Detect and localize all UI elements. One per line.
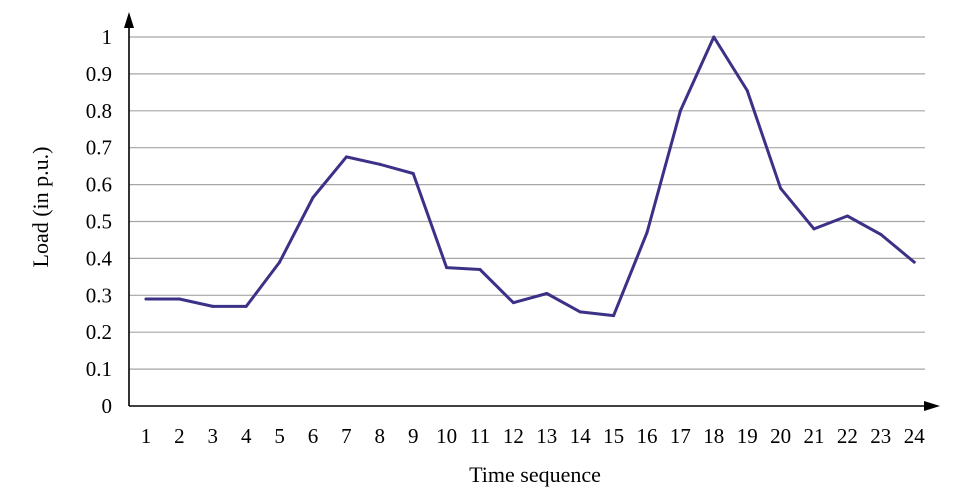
data-point	[211, 304, 215, 308]
data-point	[511, 301, 515, 305]
x-tick-label: 12	[503, 424, 524, 448]
x-tick-label: 10	[436, 424, 457, 448]
x-tick-label: 11	[470, 424, 490, 448]
x-tick-label: 3	[208, 424, 219, 448]
data-point	[311, 196, 315, 200]
y-tick-label: 0.3	[86, 283, 112, 307]
series-line-0	[144, 35, 916, 318]
gridlines	[129, 36, 925, 370]
y-tick-label: 0.9	[86, 62, 112, 86]
y-tick-label: 0.5	[86, 210, 112, 234]
x-tick-label: 22	[837, 424, 858, 448]
x-tick-label: 9	[408, 424, 419, 448]
x-tick-label: 15	[603, 424, 624, 448]
x-tick-label: 19	[737, 424, 758, 448]
y-tick-label: 0	[102, 394, 113, 418]
x-tick-label: 8	[375, 424, 386, 448]
data-point	[411, 172, 415, 176]
data-point	[378, 162, 382, 166]
data-point	[545, 291, 549, 295]
x-tick-label: 6	[308, 424, 319, 448]
x-tick-label: 20	[770, 424, 791, 448]
y-tick-label: 0.1	[86, 357, 112, 381]
y-tick-labels: 0 0.1 0.2 0.3 0.4 0.5 0.6 0.7 0.8 0.9 1	[86, 25, 113, 418]
x-axis-arrowhead	[924, 401, 940, 411]
x-tick-label: 2	[174, 424, 185, 448]
x-tick-label: 5	[274, 424, 285, 448]
data-point	[144, 297, 148, 301]
x-axis-title: Time sequence	[469, 462, 601, 487]
data-point	[845, 214, 849, 218]
x-tick-label: 16	[637, 424, 658, 448]
data-point	[344, 155, 348, 159]
data-point	[278, 260, 282, 264]
data-point	[612, 314, 616, 318]
x-tick-label: 21	[804, 424, 825, 448]
y-axis-arrowhead	[124, 12, 134, 28]
y-tick-label: 0.8	[86, 99, 112, 123]
data-point	[812, 227, 816, 231]
x-tick-label: 14	[570, 424, 592, 448]
data-point	[578, 310, 582, 314]
y-tick-label: 1	[102, 25, 113, 49]
data-point	[779, 186, 783, 190]
data-point	[177, 297, 181, 301]
data-point	[645, 231, 649, 235]
x-tick-labels: 1 2 3 4 5 6 7 8 9 10 11 12 13 14 15 16 17 18 19 20 21 22 23 24	[141, 424, 925, 448]
data-point	[912, 260, 916, 264]
data-point	[478, 267, 482, 271]
x-tick-label: 1	[141, 424, 152, 448]
y-axis-title: Load (in p.u.)	[28, 147, 53, 268]
axes	[124, 12, 940, 411]
x-tick-label: 4	[241, 424, 252, 448]
data-point	[678, 109, 682, 113]
series-layer	[144, 35, 916, 318]
data-point	[879, 232, 883, 236]
data-point	[745, 89, 749, 93]
data-point	[712, 35, 716, 39]
data-point	[445, 266, 449, 270]
x-tick-label: 23	[870, 424, 891, 448]
x-tick-label: 17	[670, 424, 691, 448]
y-tick-label: 0.7	[86, 136, 112, 160]
x-tick-label: 24	[904, 424, 926, 448]
data-point	[244, 304, 248, 308]
x-tick-label: 18	[703, 424, 724, 448]
x-tick-label: 13	[536, 424, 557, 448]
y-tick-label: 0.2	[86, 320, 112, 344]
y-tick-label: 0.6	[86, 173, 112, 197]
y-tick-label: 0.4	[86, 246, 113, 270]
x-tick-label: 7	[341, 424, 352, 448]
